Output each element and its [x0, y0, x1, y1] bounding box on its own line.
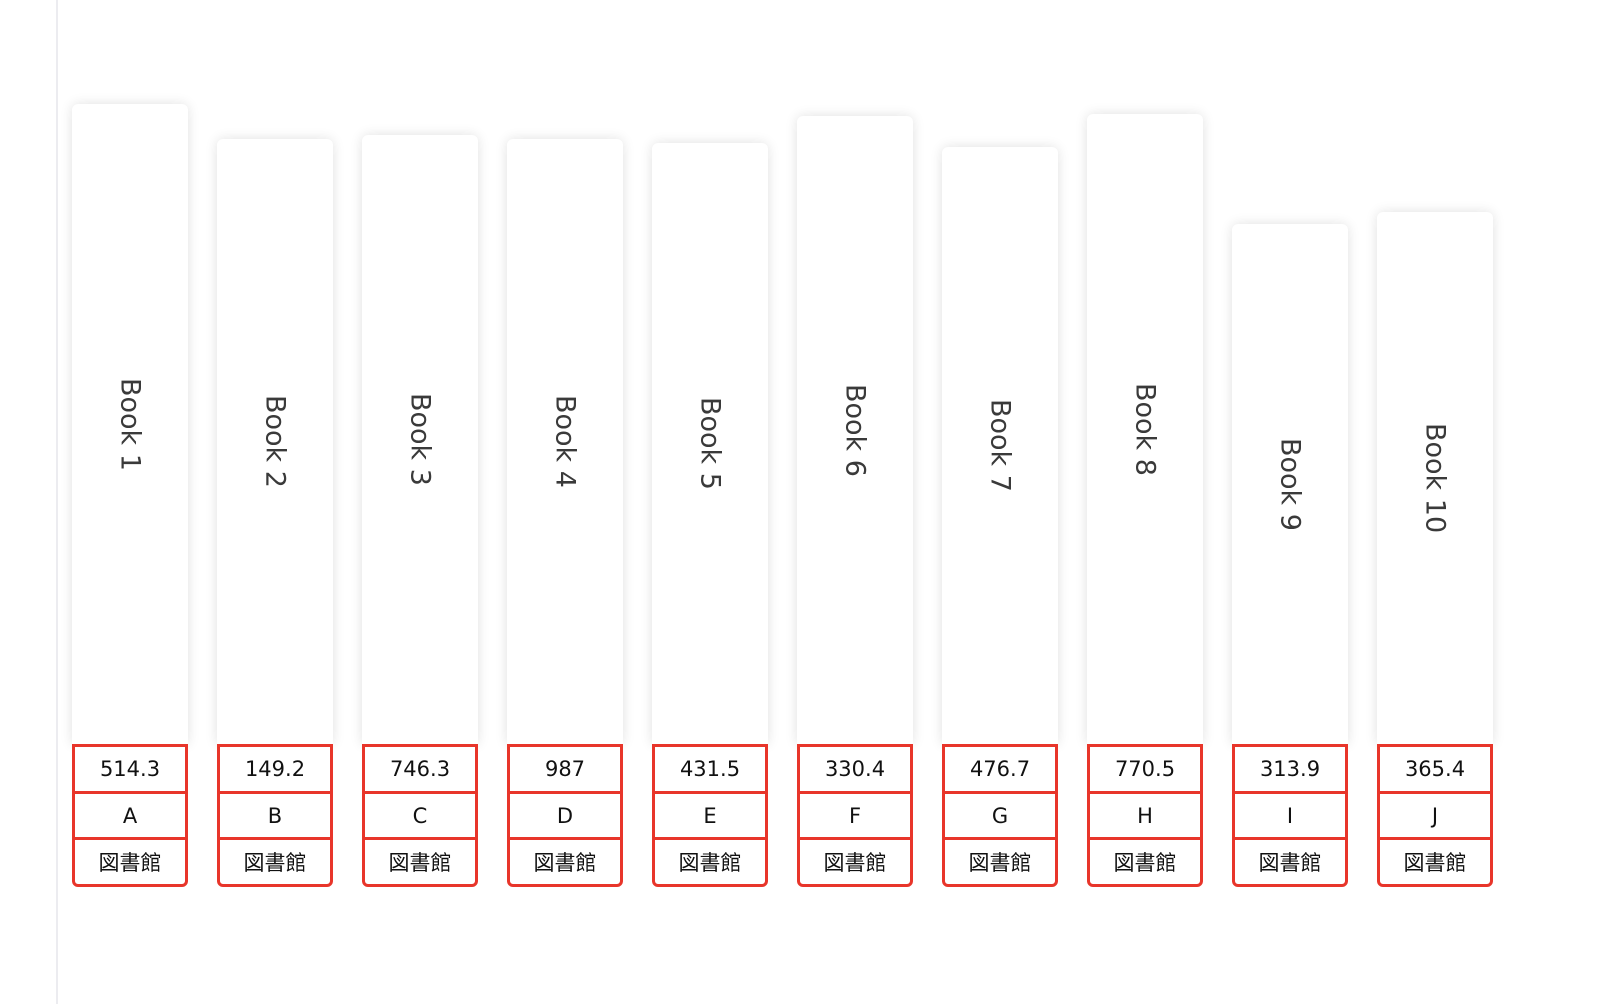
classification-number: 476.7 — [969, 756, 1031, 781]
book-title: Book 1 — [114, 377, 146, 471]
book[interactable]: Book 3 746.3 C 図書館 — [362, 0, 478, 887]
classification-number: 514.3 — [99, 756, 161, 781]
book-title: Book 10 — [1419, 422, 1451, 534]
call-number-label: 330.4 F 図書館 — [797, 744, 913, 887]
book-spine[interactable]: Book 4 — [507, 139, 623, 744]
library-name: 図書館 — [800, 837, 910, 884]
book-spine[interactable]: Book 6 — [797, 116, 913, 744]
classification-number: 770.5 — [1114, 756, 1176, 781]
library-name: 図書館 — [945, 837, 1055, 884]
author-letter: D — [510, 790, 620, 838]
library-name: 図書館 — [510, 837, 620, 884]
author-letter: F — [800, 790, 910, 838]
book[interactable]: Book 7 476.7 G 図書館 — [942, 0, 1058, 887]
call-number-label: 770.5 H 図書館 — [1087, 744, 1203, 887]
author-letter: E — [655, 790, 765, 838]
library-name: 図書館 — [220, 837, 330, 884]
library-name: 図書館 — [365, 837, 475, 884]
call-number-label: 514.3 A 図書館 — [72, 744, 188, 887]
call-number-label: 746.3 C 図書館 — [362, 744, 478, 887]
book[interactable]: Book 6 330.4 F 図書館 — [797, 0, 913, 887]
book-title: Book 7 — [984, 399, 1016, 492]
library-name: 図書館 — [1380, 837, 1490, 884]
book-title: Book 9 — [1274, 437, 1306, 531]
book-spine[interactable]: Book 9 — [1232, 224, 1348, 744]
call-number-label: 476.7 G 図書館 — [942, 744, 1058, 887]
book[interactable]: Book 1 514.3 A 図書館 — [72, 0, 188, 887]
library-name: 図書館 — [1235, 837, 1345, 884]
author-letter: B — [220, 790, 330, 838]
book[interactable]: Book 2 149.2 B 図書館 — [217, 0, 333, 887]
book-spine[interactable]: Book 7 — [942, 147, 1058, 744]
author-letter: A — [75, 790, 185, 838]
classification-number: 365.4 — [1404, 756, 1466, 781]
book-title: Book 6 — [839, 383, 871, 477]
book-spine[interactable]: Book 3 — [362, 135, 478, 744]
author-letter: I — [1235, 790, 1345, 838]
classification-number: 313.9 — [1259, 756, 1321, 781]
library-name: 図書館 — [75, 837, 185, 884]
call-number-label: 313.9 I 図書館 — [1232, 744, 1348, 887]
book-spine[interactable]: Book 10 — [1377, 212, 1493, 744]
book-spine[interactable]: Book 5 — [652, 143, 768, 744]
classification-number: 746.3 — [389, 756, 451, 781]
book[interactable]: Book 5 431.5 E 図書館 — [652, 0, 768, 887]
book[interactable]: Book 8 770.5 H 図書館 — [1087, 0, 1203, 887]
book[interactable]: Book 9 313.9 I 図書館 — [1232, 0, 1348, 887]
author-letter: H — [1090, 790, 1200, 838]
classification-number: 431.5 — [679, 756, 741, 781]
library-name: 図書館 — [1090, 837, 1200, 884]
book-title: Book 3 — [404, 393, 436, 486]
classification-number: 330.4 — [824, 756, 886, 781]
classification-number: 987 — [544, 756, 586, 781]
book-spine[interactable]: Book 1 — [72, 104, 188, 744]
book-title: Book 8 — [1129, 382, 1161, 476]
call-number-label: 431.5 E 図書館 — [652, 744, 768, 887]
classification-number: 149.2 — [244, 756, 306, 781]
book-title: Book 2 — [259, 395, 291, 488]
library-name: 図書館 — [655, 837, 765, 884]
book[interactable]: Book 10 365.4 J 図書館 — [1377, 0, 1493, 887]
call-number-label: 365.4 J 図書館 — [1377, 744, 1493, 887]
call-number-label: 987 D 図書館 — [507, 744, 623, 887]
book-title: Book 5 — [694, 397, 726, 490]
call-number-label: 149.2 B 図書館 — [217, 744, 333, 887]
left-divider — [56, 0, 58, 1004]
book-spine[interactable]: Book 2 — [217, 139, 333, 744]
author-letter: G — [945, 790, 1055, 838]
book-title: Book 4 — [549, 395, 581, 488]
book[interactable]: Book 4 987 D 図書館 — [507, 0, 623, 887]
author-letter: J — [1380, 790, 1490, 838]
book-spine[interactable]: Book 8 — [1087, 114, 1203, 744]
author-letter: C — [365, 790, 475, 838]
